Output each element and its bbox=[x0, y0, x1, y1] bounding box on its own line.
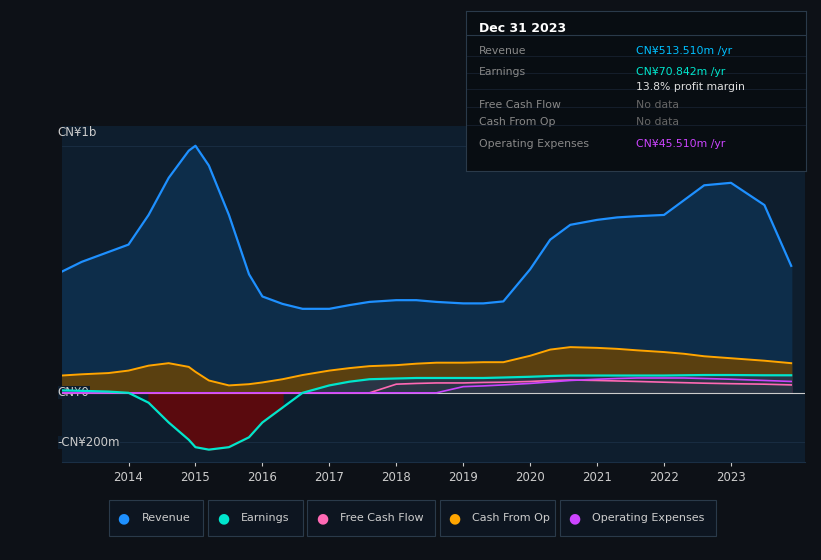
Text: Operating Expenses: Operating Expenses bbox=[593, 513, 704, 523]
Text: Cash From Op: Cash From Op bbox=[479, 118, 556, 127]
Text: ●: ● bbox=[568, 511, 580, 525]
Text: ●: ● bbox=[448, 511, 461, 525]
Text: CN¥45.510m /yr: CN¥45.510m /yr bbox=[635, 139, 725, 149]
Text: No data: No data bbox=[635, 118, 679, 127]
Text: Revenue: Revenue bbox=[479, 46, 526, 57]
Text: CN¥70.842m /yr: CN¥70.842m /yr bbox=[635, 67, 725, 77]
Text: Free Cash Flow: Free Cash Flow bbox=[479, 100, 561, 110]
Text: Free Cash Flow: Free Cash Flow bbox=[340, 513, 424, 523]
Text: Dec 31 2023: Dec 31 2023 bbox=[479, 22, 566, 35]
Text: Earnings: Earnings bbox=[479, 67, 526, 77]
Text: -CN¥200m: -CN¥200m bbox=[57, 436, 121, 449]
Text: Cash From Op: Cash From Op bbox=[473, 513, 550, 523]
Text: No data: No data bbox=[635, 100, 679, 110]
Text: Operating Expenses: Operating Expenses bbox=[479, 139, 589, 149]
Text: ●: ● bbox=[316, 511, 328, 525]
Text: CN¥0: CN¥0 bbox=[57, 386, 89, 399]
Text: Revenue: Revenue bbox=[141, 513, 190, 523]
Text: CN¥513.510m /yr: CN¥513.510m /yr bbox=[635, 46, 732, 57]
Text: CN¥1b: CN¥1b bbox=[57, 126, 97, 139]
Text: Earnings: Earnings bbox=[241, 513, 290, 523]
Text: 13.8% profit margin: 13.8% profit margin bbox=[635, 82, 745, 92]
Text: ●: ● bbox=[117, 511, 130, 525]
Text: ●: ● bbox=[217, 511, 229, 525]
